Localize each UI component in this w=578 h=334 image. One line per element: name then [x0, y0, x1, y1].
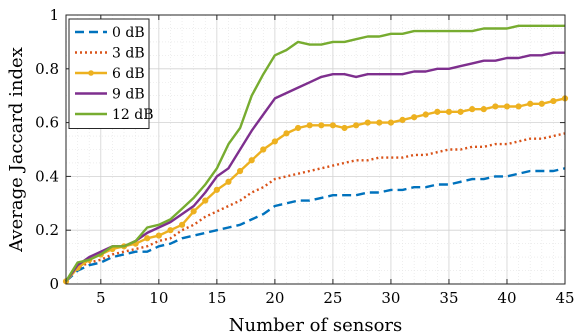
data-point	[457, 108, 464, 115]
y-tick-label: 0.4	[35, 167, 59, 185]
data-point	[469, 106, 476, 113]
x-tick-label: 40	[497, 289, 516, 307]
series-1	[65, 132, 566, 283]
data-point	[550, 97, 557, 105]
series-line	[65, 132, 566, 283]
y-tick-label: 0.6	[35, 114, 59, 132]
data-point	[364, 119, 371, 126]
y-tick-label: 0.2	[35, 221, 59, 239]
legend-label: 12 dB	[112, 107, 154, 123]
tick-labels: 5 10 15 20 25 30 35 40 45 0 0.2 0.4 0.6 0.8 1	[35, 6, 574, 307]
series-0	[65, 167, 566, 283]
x-tick-label: 15	[207, 289, 226, 307]
data-point	[341, 124, 348, 132]
data-point	[178, 221, 186, 228]
series-layer	[62, 24, 569, 285]
data-point	[248, 157, 255, 164]
data-point	[503, 103, 511, 110]
y-tick-label: 0	[49, 275, 59, 293]
data-point	[492, 103, 499, 110]
data-point	[144, 235, 151, 242]
data-point	[155, 232, 162, 239]
x-tick-label: 10	[149, 289, 168, 307]
series-3	[65, 51, 565, 283]
data-point	[376, 119, 383, 126]
data-point	[306, 122, 313, 129]
data-point	[213, 186, 220, 193]
x-tick-label: 20	[265, 289, 284, 307]
data-point	[515, 103, 522, 110]
data-point	[271, 138, 278, 145]
data-point	[260, 146, 267, 153]
series-line	[65, 51, 565, 283]
series-2	[62, 95, 569, 285]
data-point	[236, 167, 244, 175]
data-point	[527, 100, 534, 107]
x-axis-label: Number of sensors	[229, 315, 403, 334]
y-tick-label: 1	[49, 6, 59, 24]
x-tick-label: 25	[323, 289, 342, 307]
legend-label: 0 dB	[112, 25, 145, 41]
data-point	[411, 114, 418, 121]
legend-label: 9 dB	[112, 87, 145, 103]
data-point	[202, 197, 209, 204]
x-tick-label: 35	[439, 289, 458, 307]
data-point	[434, 108, 441, 115]
legend: 0 dB 3 dB 6 dB 9 dB 12 dB	[68, 18, 154, 129]
data-point	[387, 119, 395, 126]
data-point	[480, 106, 487, 113]
x-tick-label: 30	[381, 289, 400, 307]
data-point	[399, 116, 406, 124]
data-point	[190, 208, 197, 215]
data-point	[318, 122, 325, 129]
series-line	[65, 167, 566, 283]
data-point	[167, 227, 174, 234]
data-point	[445, 108, 453, 115]
data-point	[422, 111, 429, 118]
plot-frame	[65, 14, 566, 285]
data-point	[225, 178, 232, 185]
series-4	[64, 24, 565, 282]
x-tick-label: 45	[555, 289, 574, 307]
legend-label: 6 dB	[112, 66, 145, 82]
x-tick-label: 5	[96, 289, 106, 307]
legend-label: 3 dB	[112, 46, 145, 62]
minor-grid	[65, 15, 565, 284]
series-line	[64, 24, 565, 282]
legend-marker	[88, 70, 94, 76]
y-axis-label: Average Jaccard index	[6, 47, 27, 253]
ticks-layer	[66, 14, 566, 285]
y-tick-label: 0.8	[35, 60, 59, 78]
data-point	[329, 122, 337, 129]
data-point	[283, 130, 290, 137]
data-point	[538, 100, 545, 107]
data-point	[353, 122, 360, 129]
data-point	[294, 124, 302, 132]
